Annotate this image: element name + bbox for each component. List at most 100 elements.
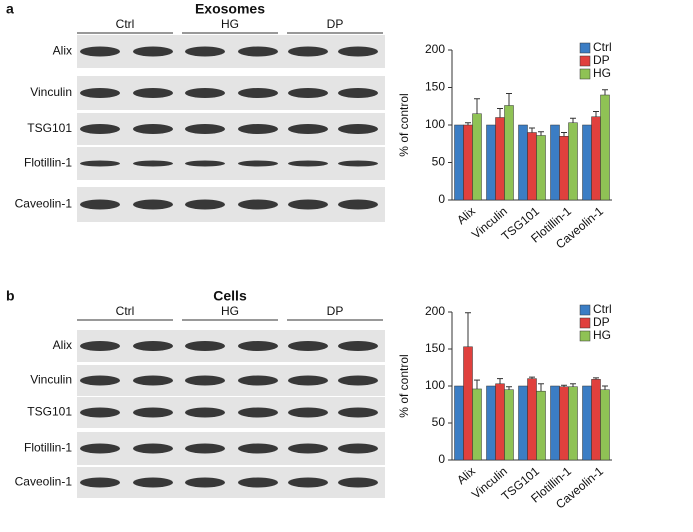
blot-band [338,46,378,57]
legend-label: DP [593,315,610,329]
blot-label: Flotillin-1 [24,441,72,455]
x-tick-label: Alix [454,464,478,487]
blot-band [238,407,278,418]
blot-band [238,199,278,210]
blot-band [238,46,278,57]
blot-background [77,113,385,145]
blot-band [80,341,120,351]
bar [454,124,464,201]
blot-band [238,375,278,386]
blot-band [133,124,173,134]
x-tick-label: Alix [454,204,478,227]
bar [486,385,496,461]
legend-label: Ctrl [593,40,612,54]
y-tick-label: 0 [438,452,445,466]
bar [527,378,537,461]
blot-band [288,124,328,134]
panel-label: b [6,288,15,304]
group-label: Ctrl [116,17,135,31]
blot-band [288,443,328,454]
blot-band [238,341,278,351]
blot-label: Alix [53,44,72,58]
bar [591,116,601,201]
group-label: HG [221,17,239,31]
bar [582,124,592,201]
group-label: DP [327,304,344,318]
panel-label: a [6,1,14,17]
blot-band [338,160,378,167]
bar [559,136,569,201]
bar [454,385,464,461]
bar [463,124,473,201]
blot-band [80,124,120,134]
bar [518,124,528,201]
blot-band [133,341,173,351]
bar [536,135,546,201]
blot-band [80,443,120,454]
blot-band [288,375,328,386]
blot-band [80,160,120,167]
blot-band [185,477,225,488]
blot-band [185,160,225,167]
blot-band [80,88,120,98]
blot-band [185,199,225,210]
blot-background [77,147,385,180]
group-label: Ctrl [116,304,135,318]
blot-band [80,407,120,418]
blot-band [288,46,328,57]
blot-band [185,341,225,351]
bar [463,346,473,461]
blot-band [238,160,278,167]
blot-band [338,375,378,386]
blot-band [338,199,378,210]
blot-band [338,407,378,418]
blot-label: Flotillin-1 [24,156,72,170]
panel-title: Cells [213,288,247,304]
blot-band [80,375,120,386]
blot-band [185,88,225,98]
y-tick-label: 200 [425,304,445,318]
blot-band [185,375,225,386]
blot-band [238,477,278,488]
bar [559,386,569,461]
bar [600,389,610,461]
legend-swatch [579,42,591,54]
y-tick-label: 100 [425,378,445,392]
blot-band [80,46,120,57]
y-axis-label: % of control [397,354,411,417]
bar [568,386,578,461]
blot-label: Alix [53,338,72,352]
bar [472,388,482,461]
blot-band [288,341,328,351]
blot-band [80,477,120,488]
bar [600,94,610,201]
blot-background [77,76,385,110]
group-label: HG [221,304,239,318]
y-tick-label: 50 [432,155,446,169]
blot-label: Caveolin-1 [15,475,73,489]
bar [527,132,537,201]
blot-label: TSG101 [27,405,72,419]
blot-band [238,124,278,134]
y-tick-label: 100 [425,117,445,131]
blot-band [185,124,225,134]
blot-band [133,88,173,98]
blot-band [288,477,328,488]
blot-band [133,375,173,386]
blot-band [288,160,328,167]
blot-background [77,35,385,68]
blot-band [238,88,278,98]
blot-band [133,443,173,454]
bar [495,117,505,201]
group-label: DP [327,17,344,31]
y-tick-label: 0 [438,192,445,206]
legend-swatch [579,304,591,316]
legend-swatch [579,330,591,342]
y-tick-label: 150 [425,80,445,94]
y-tick-label: 200 [425,42,445,56]
blot-background [77,365,385,396]
bar [568,122,578,201]
blot-band [288,199,328,210]
blot-label: Vinculin [30,85,72,99]
